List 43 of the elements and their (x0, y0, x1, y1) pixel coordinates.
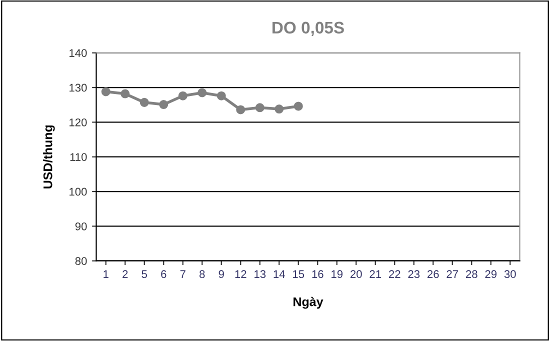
x-tick-label: 27 (446, 270, 458, 278)
x-tick-label: 1 (104, 270, 108, 278)
point (101, 87, 110, 96)
point (198, 88, 207, 98)
x-tick-label: 5 (142, 270, 147, 278)
y-tick-label: 120 (70, 118, 87, 126)
x-tick-label: 30 (504, 270, 516, 278)
point (120, 89, 130, 98)
x-tick-label: 6 (161, 270, 166, 278)
point (294, 102, 303, 111)
point (178, 91, 188, 100)
x-tick-label: 28 (466, 270, 478, 278)
x-tick-label: 26 (428, 270, 439, 278)
y-tick-label: 140 (70, 49, 87, 57)
y-tick-label: 90 (75, 222, 87, 230)
x-tick-label: 7 (180, 270, 186, 278)
point (274, 104, 284, 114)
y-tick-label: 130 (70, 84, 87, 92)
x-tick-label: 8 (200, 270, 205, 278)
x-tick-label: 21 (370, 270, 382, 278)
x-tick-label: 19 (332, 270, 343, 278)
x-tick-label: 20 (350, 270, 362, 278)
x-tick-label: 12 (235, 270, 246, 278)
point (216, 91, 226, 100)
y-axis-title: USD/thung (43, 125, 55, 188)
x-tick-label: 14 (274, 270, 285, 278)
x-tick-label: 15 (293, 270, 304, 278)
point (255, 103, 264, 112)
point (140, 98, 149, 107)
chart-title: DO 0,05S (272, 22, 344, 36)
point (159, 100, 168, 110)
x-tick-label: 13 (254, 270, 266, 278)
x-tick-label: 23 (408, 270, 420, 278)
point (236, 105, 246, 114)
x-tick-label: 9 (218, 270, 224, 278)
x-tick-label: 29 (485, 270, 497, 278)
y-tick-label: 100 (70, 188, 87, 196)
y-tick-label: 80 (75, 257, 87, 265)
x-tick-label: 22 (389, 270, 400, 278)
y-tick-label: 110 (70, 153, 87, 161)
x-tick-label: 2 (122, 270, 128, 278)
x-tick-label: 16 (312, 270, 324, 278)
x-axis-title: Ngày (294, 296, 324, 309)
